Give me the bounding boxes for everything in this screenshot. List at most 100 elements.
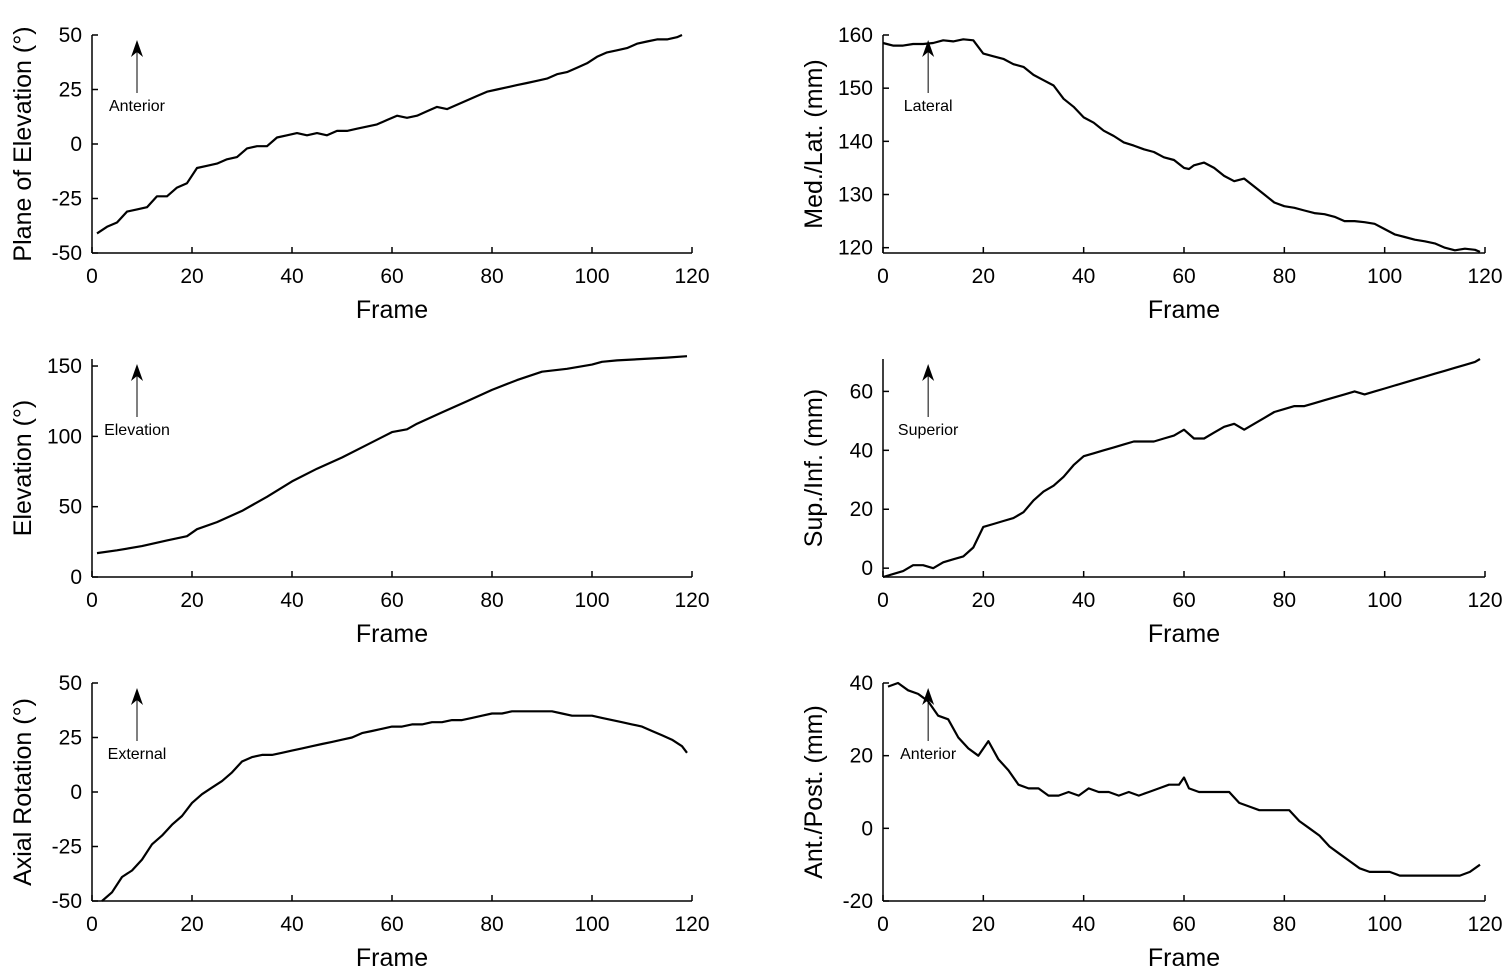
x-axis-label: Frame (356, 296, 428, 324)
y-tick-label: 0 (861, 557, 873, 580)
x-tick-label: 20 (180, 589, 203, 612)
x-tick-label: 60 (1172, 589, 1195, 612)
x-tick-label: 80 (480, 913, 503, 936)
x-tick-label: 40 (280, 589, 303, 612)
y-tick-label: 40 (850, 439, 873, 462)
x-tick-label: 20 (972, 265, 995, 288)
y-tick-label: 150 (838, 77, 873, 100)
direction-annotation: Lateral (904, 98, 953, 115)
direction-annotation: Elevation (104, 422, 170, 439)
x-tick-label: 40 (280, 265, 303, 288)
x-tick-label: 60 (380, 913, 403, 936)
x-tick-label: 100 (1367, 265, 1402, 288)
x-axis-label: Frame (356, 620, 428, 648)
x-tick-label: 120 (674, 589, 709, 612)
y-tick-label: 150 (47, 355, 82, 378)
arrow-up-icon (131, 40, 143, 57)
y-tick-label: 0 (70, 133, 82, 156)
x-tick-label: 60 (1172, 265, 1195, 288)
x-tick-label: 120 (1467, 913, 1502, 936)
y-tick-label: 25 (59, 79, 82, 102)
x-tick-label: 20 (180, 913, 203, 936)
x-tick-label: 0 (877, 265, 889, 288)
x-tick-label: 0 (877, 913, 889, 936)
arrow-up-icon (922, 364, 935, 381)
x-tick-label: 80 (480, 589, 503, 612)
x-tick-label: 20 (972, 589, 995, 612)
series-line (887, 681, 1481, 877)
y-axis-label: Med./Lat. (mm) (800, 59, 828, 228)
x-tick-label: 100 (574, 913, 609, 936)
panel-plane-of-elevation: 0 20 40 60 80 100 120 -50 -25 0 25 50 Frame Plane of … (9, 24, 710, 324)
arrow-up-icon (922, 688, 935, 705)
series-line (101, 710, 688, 902)
y-tick-label: -50 (52, 890, 82, 913)
direction-annotation: Superior (898, 422, 959, 439)
x-tick-label: 20 (180, 265, 203, 288)
x-tick-label: 100 (574, 589, 609, 612)
x-axis-label: Frame (1148, 296, 1220, 324)
x-tick-label: 100 (574, 265, 609, 288)
x-tick-label: 120 (674, 913, 709, 936)
y-axis-label: Ant./Post. (mm) (800, 705, 828, 879)
panel-elevation: 0 20 40 60 80 100 120 0 50 100 150 Frame Elevation (… (9, 355, 710, 648)
x-tick-label: 120 (1467, 265, 1502, 288)
x-tick-label: 60 (380, 265, 403, 288)
panel-med-lat: 0 20 40 60 80 100 120 120 130 140 150 160 Frame Med./… (800, 24, 1503, 324)
x-tick-label: 60 (1172, 913, 1195, 936)
x-tick-label: 60 (380, 589, 403, 612)
y-tick-label: 160 (838, 24, 873, 47)
y-tick-label: -20 (843, 890, 873, 913)
x-tick-label: 100 (1367, 913, 1402, 936)
y-tick-label: -25 (52, 188, 82, 211)
direction-annotation: Anterior (900, 746, 957, 763)
y-tick-label: 50 (59, 496, 82, 519)
x-tick-label: 80 (1273, 265, 1296, 288)
y-tick-label: 140 (838, 130, 873, 153)
x-tick-label: 0 (877, 589, 889, 612)
y-tick-label: -25 (52, 836, 82, 859)
y-axis-label: Elevation (°) (9, 400, 37, 536)
x-tick-label: 40 (1072, 589, 1095, 612)
arrow-up-icon (922, 40, 935, 57)
y-tick-label: 50 (59, 672, 82, 695)
x-tick-label: 40 (1072, 913, 1095, 936)
x-tick-label: 100 (1367, 589, 1402, 612)
y-axis-label: Sup./Inf. (mm) (800, 389, 828, 547)
x-tick-label: 40 (280, 913, 303, 936)
x-tick-label: 120 (1467, 589, 1502, 612)
x-tick-label: 80 (1273, 913, 1296, 936)
arrow-up-icon (131, 688, 143, 705)
series-line (882, 38, 1481, 253)
y-tick-label: 0 (70, 781, 82, 804)
y-tick-label: 25 (59, 727, 82, 750)
x-tick-label: 120 (674, 265, 709, 288)
y-axis-label: Plane of Elevation (°) (9, 26, 37, 261)
x-tick-label: 0 (86, 265, 98, 288)
panel-axial-rotation: 0 20 40 60 80 100 120 -50 -25 0 25 50 Frame Axial Rot… (9, 672, 710, 972)
direction-annotation: Anterior (109, 98, 166, 115)
series-line (882, 358, 1481, 579)
y-axis-label: Axial Rotation (°) (9, 698, 37, 886)
panel-sup-inf: 0 20 40 60 80 100 120 0 20 40 60 Frame Sup./Inf. (mm… (800, 358, 1503, 648)
x-tick-label: 0 (86, 589, 98, 612)
x-tick-label: 20 (972, 913, 995, 936)
x-tick-label: 40 (1072, 265, 1095, 288)
y-tick-label: 120 (838, 237, 873, 260)
direction-annotation: External (108, 746, 167, 763)
y-tick-label: -50 (52, 242, 82, 265)
series-line (96, 33, 683, 235)
y-tick-label: 130 (838, 184, 873, 207)
x-tick-label: 80 (1273, 589, 1296, 612)
y-tick-label: 20 (850, 498, 873, 521)
y-tick-label: 40 (850, 672, 873, 695)
x-axis-label: Frame (1148, 944, 1220, 972)
y-tick-label: 100 (47, 425, 82, 448)
x-axis-label: Frame (356, 944, 428, 972)
y-tick-label: 60 (850, 380, 873, 403)
y-tick-label: 50 (59, 24, 82, 47)
y-tick-label: 0 (861, 817, 873, 840)
x-axis-label: Frame (1148, 620, 1220, 648)
